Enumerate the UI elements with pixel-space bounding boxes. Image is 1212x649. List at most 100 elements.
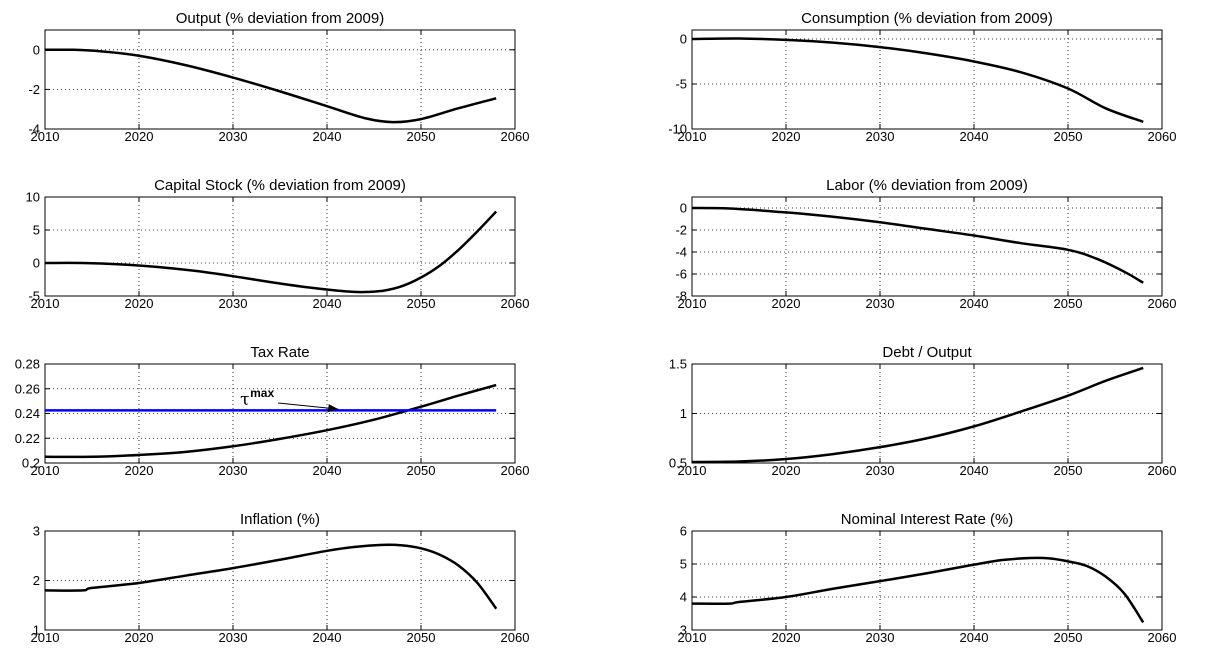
x-tick-label: 2040 xyxy=(313,129,342,144)
series-line-1 xyxy=(691,556,1145,624)
x-tick-label: 2050 xyxy=(407,630,436,645)
y-tick-label: 4 xyxy=(680,590,687,605)
x-tick-label: 2040 xyxy=(960,463,989,478)
y-tick-label: 3 xyxy=(33,524,40,539)
series-line-1 xyxy=(44,543,498,610)
y-tick-label: -10 xyxy=(668,122,687,137)
x-tick-label: 2020 xyxy=(772,630,801,645)
x-tick-label: 2020 xyxy=(125,129,154,144)
x-tick-label: 2050 xyxy=(1054,630,1083,645)
chart-panel-8: 2010 2020 2030 2040 2050 2060 3 4 5 6 Nominal Inte… xyxy=(678,511,1177,645)
y-tick-label: 2 xyxy=(33,573,40,588)
y-tick-label: 0.22 xyxy=(15,431,40,446)
x-tick-label: 2040 xyxy=(313,463,342,478)
x-tick-label: 2060 xyxy=(501,129,530,144)
chart-title: Tax Rate xyxy=(250,344,309,361)
x-tick-label: 2060 xyxy=(1148,129,1177,144)
y-tick-label: 5 xyxy=(33,223,40,238)
x-tick-label: 2030 xyxy=(866,296,895,311)
y-tick-label: 1.5 xyxy=(669,357,687,372)
chart-panel-6: 2010 2020 2030 2040 2050 2060 0.5 1 1.5 Debt / Ou… xyxy=(669,344,1177,478)
chart-panel-5: 2010 2020 2030 2040 2050 2060 0.2 0.22 0.24 0.26 0… xyxy=(15,344,530,478)
series-line-1 xyxy=(691,37,1144,123)
plot-area xyxy=(45,531,515,630)
plot-area xyxy=(45,364,515,463)
chart-title: Labor (% deviation from 2009) xyxy=(826,177,1028,194)
x-tick-label: 2020 xyxy=(125,630,154,645)
plot-area xyxy=(45,30,515,129)
x-tick-label: 2050 xyxy=(407,463,436,478)
x-tick-label: 2020 xyxy=(772,296,801,311)
x-tick-label: 2030 xyxy=(219,630,248,645)
y-tick-label: 0.24 xyxy=(15,406,40,421)
plot-area xyxy=(45,197,515,296)
y-tick-label: -4 xyxy=(28,122,40,137)
x-tick-label: 2030 xyxy=(866,129,895,144)
axes-box xyxy=(691,29,1163,130)
x-tick-label: 2040 xyxy=(960,129,989,144)
x-tick-label: 2020 xyxy=(772,463,801,478)
y-tick-label: -6 xyxy=(675,267,687,282)
y-tick-label: 10 xyxy=(26,190,40,205)
x-tick-label: 2060 xyxy=(501,630,530,645)
x-tick-label: 2030 xyxy=(219,463,248,478)
y-tick-label: 0 xyxy=(680,32,687,47)
y-tick-label: -4 xyxy=(675,245,687,260)
chart-title: Capital Stock (% deviation from 2009) xyxy=(154,177,406,194)
series-line-1 xyxy=(691,366,1144,464)
x-tick-label: 2060 xyxy=(1148,463,1177,478)
x-tick-label: 2010 xyxy=(31,630,60,645)
axes-box xyxy=(44,196,516,297)
y-tick-label: -8 xyxy=(675,289,687,304)
y-tick-label: 0.2 xyxy=(22,456,40,471)
y-tick-label: -5 xyxy=(28,289,40,304)
x-tick-label: 2060 xyxy=(1148,296,1177,311)
annotation-arrow-head xyxy=(327,404,339,413)
y-tick-label: -2 xyxy=(28,82,40,97)
series-line-1 xyxy=(691,206,1144,284)
x-tick-label: 2030 xyxy=(219,129,248,144)
x-tick-label: 2060 xyxy=(1148,630,1177,645)
x-tick-label: 2050 xyxy=(1054,296,1083,311)
x-tick-label: 2050 xyxy=(407,296,436,311)
y-tick-label: 0.26 xyxy=(15,381,40,396)
y-tick-label: -2 xyxy=(675,223,687,238)
x-tick-label: 2010 xyxy=(678,630,707,645)
x-tick-label: 2050 xyxy=(1054,463,1083,478)
chart-title: Consumption (% deviation from 2009) xyxy=(801,10,1053,27)
y-tick-label: -5 xyxy=(675,77,687,92)
y-tick-label: 3 xyxy=(680,623,687,638)
x-tick-label: 2030 xyxy=(866,630,895,645)
chart-panel-3: 2010 2020 2030 2040 2050 2060 -5 0 5 10 Capital St… xyxy=(26,177,530,311)
axes-box xyxy=(44,29,516,130)
x-tick-label: 2010 xyxy=(678,463,707,478)
annotation-arrow-line xyxy=(278,402,339,410)
plot-area xyxy=(692,531,1162,630)
x-tick-label: 2010 xyxy=(31,129,60,144)
x-tick-label: 2010 xyxy=(31,296,60,311)
plot-area xyxy=(692,364,1162,463)
plot-area xyxy=(692,30,1162,129)
x-tick-label: 2040 xyxy=(313,630,342,645)
annotation-tau-superscript: max xyxy=(250,386,274,400)
chart-panel-2: 2010 2020 2030 2040 2050 2060 -10 -5 0 Consumptio… xyxy=(668,10,1176,144)
x-tick-label: 2040 xyxy=(313,296,342,311)
chart-panel-4: 2010 2020 2030 2040 2050 2060 -8 -6 -4 -2 0 Labor (… xyxy=(675,177,1176,311)
x-tick-label: 2010 xyxy=(678,296,707,311)
x-tick-label: 2030 xyxy=(219,296,248,311)
x-tick-label: 2050 xyxy=(1054,129,1083,144)
chart-panel-1: 2010 2020 2030 2040 2050 2060 -4 -2 0 Output (% d… xyxy=(28,10,529,144)
chart-panel-7: 2010 2020 2030 2040 2050 2060 1 2 3 Inflation (%) xyxy=(31,511,530,645)
series-line-1 xyxy=(44,210,498,294)
y-tick-label: 0 xyxy=(680,201,687,216)
series-line-1 xyxy=(44,48,497,124)
x-tick-label: 2030 xyxy=(866,463,895,478)
x-tick-label: 2040 xyxy=(960,630,989,645)
y-tick-label: 0.5 xyxy=(669,456,687,471)
x-tick-label: 2060 xyxy=(501,296,530,311)
x-tick-label: 2020 xyxy=(125,296,154,311)
series-line-1 xyxy=(44,383,497,459)
y-tick-label: 1 xyxy=(33,623,40,638)
y-tick-label: 0.28 xyxy=(15,357,40,372)
